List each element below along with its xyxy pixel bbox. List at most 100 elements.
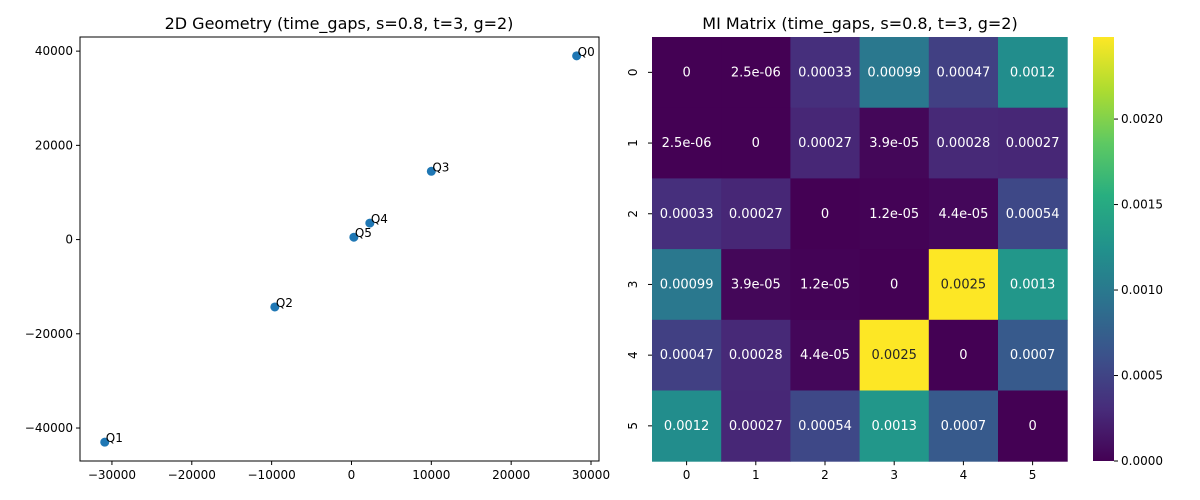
scatter-chart: 2D Geometry (time_gaps, s=0.8, t=3, g=2)… [25,14,610,482]
heatmap-cell [790,37,861,109]
heatmap-cell-label: 0.0007 [1010,348,1056,363]
heatmap-cell-label: 3.9e-05 [731,277,781,292]
heatmap-cell [721,319,791,391]
scatter-xtick-label: −20000 [168,468,216,482]
scatter-point-label: Q5 [355,226,372,240]
heatmap-cell-label: 3.9e-05 [869,136,919,151]
scatter-point-label: Q1 [106,431,123,445]
heatmap-cell [928,249,999,321]
heatmap-ytick-label: 1 [626,139,640,147]
heatmap-cell-label: 0.00047 [660,348,714,363]
heatmap-cell [928,390,999,462]
heatmap-cell [998,37,1068,109]
heatmap-cell-label: 0.0013 [871,419,917,434]
heatmap-cell [652,390,722,462]
heatmap-chart: MI Matrix (time_gaps, s=0.8, t=3, g=2) 0… [626,14,1163,482]
scatter-ytick-label: 40000 [35,44,73,58]
heatmap-cell [928,178,999,250]
heatmap-cell-label: 0 [959,348,967,363]
scatter-point-label: Q0 [578,45,595,59]
heatmap-cell [721,37,791,109]
heatmap-cell-label: 0.00054 [1006,207,1060,222]
heatmap-cell [859,249,930,321]
heatmap-cell-label: 2.5e-06 [662,136,712,151]
heatmap-cell-label: 0 [890,277,898,292]
heatmap-xtick-label: 3 [890,468,898,482]
heatmap-cell [652,107,722,179]
heatmap-cell [859,178,930,250]
scatter-xtick-label: 30000 [572,468,610,482]
heatmap-xtick-label: 2 [821,468,829,482]
heatmap-cell [721,178,791,250]
scatter-xtick-label: −10000 [248,468,296,482]
heatmap-cell-label: 0.00028 [937,136,991,151]
heatmap-cell-label: 0.00099 [660,277,714,292]
heatmap-cell [998,107,1068,179]
heatmap-cell-label: 0.0013 [1010,277,1056,292]
heatmap-cell [790,390,861,462]
scatter-ytick-label: −40000 [25,421,73,435]
scatter-plot-frame [79,36,600,462]
heatmap-cell-label: 0.00054 [798,419,852,434]
scatter-axis-ticks: −30000 −20000 −10000 0 10000 20000 30000 −40000… [25,44,610,482]
heatmap-cell [928,319,999,391]
scatter-point [100,437,110,447]
heatmap-cell-label: 2.5e-06 [731,65,781,80]
heatmap-cell-label: 0.00099 [867,65,921,80]
heatmap-xtick-label: 1 [752,468,760,482]
heatmap-cell-label: 0 [821,207,829,222]
heatmap-ytick-label: 0 [626,69,640,77]
heatmap-cell [998,390,1068,462]
scatter-point-label: Q4 [371,212,388,226]
scatter-ytick-label: −20000 [25,327,73,341]
heatmap-cell [859,37,930,109]
heatmap-cell [928,37,999,109]
heatmap-cell [652,37,722,109]
scatter-point [349,232,359,242]
heatmap-ytick-label: 5 [626,422,640,430]
scatter-title: 2D Geometry (time_gaps, s=0.8, t=3, g=2) [165,14,514,34]
heatmap-cell-label: 0.00027 [729,419,783,434]
heatmap-cell [652,249,722,321]
colorbar-tick-label: 0.0005 [1121,369,1163,383]
heatmap-cell-label: 0.0012 [1010,65,1056,80]
heatmap-cell [652,319,722,391]
heatmap-cell-label: 0.00028 [729,348,783,363]
heatmap-xtick-label: 5 [1029,468,1037,482]
heatmap-cell [859,319,930,391]
colorbar: 0.0000 0.0005 0.0010 0.0015 0.0020 [1093,37,1163,468]
colorbar-tick-label: 0.0010 [1121,283,1163,297]
scatter-xtick-label: −30000 [88,468,136,482]
heatmap-ytick-label: 2 [626,210,640,218]
heatmap-cell [721,107,791,179]
heatmap-cell-label: 0.00047 [937,65,991,80]
heatmap-cell-label: 1.2e-05 [869,207,919,222]
scatter-point [270,302,280,312]
heatmap-cell-label: 0.0025 [941,277,987,292]
heatmap-cell-label: 0.00033 [660,207,714,222]
heatmap-cell-label: 0.00033 [798,65,852,80]
heatmap-cell-label: 0.00027 [729,207,783,222]
heatmap-cell [859,390,930,462]
heatmap-cell [790,249,861,321]
scatter-xtick-label: 0 [348,468,356,482]
heatmap-ytick-label: 4 [626,351,640,359]
heatmap-cell-label: 0.00027 [798,136,852,151]
scatter-xtick-label: 20000 [492,468,530,482]
heatmap-cell [790,178,861,250]
scatter-point [426,166,436,176]
scatter-point-label: Q2 [276,296,293,310]
heatmap-cell-label: 0.0025 [871,348,917,363]
heatmap-cell [790,319,861,391]
heatmap-cell [928,107,999,179]
scatter-xtick-label: 10000 [412,468,450,482]
colorbar-gradient [1093,37,1114,461]
heatmap-cell [859,107,930,179]
scatter-point-label: Q3 [432,160,449,174]
heatmap-cell [998,178,1068,250]
heatmap-cell-label: 0.0012 [664,419,710,434]
heatmap-cell-label: 0 [1028,419,1036,434]
heatmap-ytick-label: 3 [626,281,640,289]
